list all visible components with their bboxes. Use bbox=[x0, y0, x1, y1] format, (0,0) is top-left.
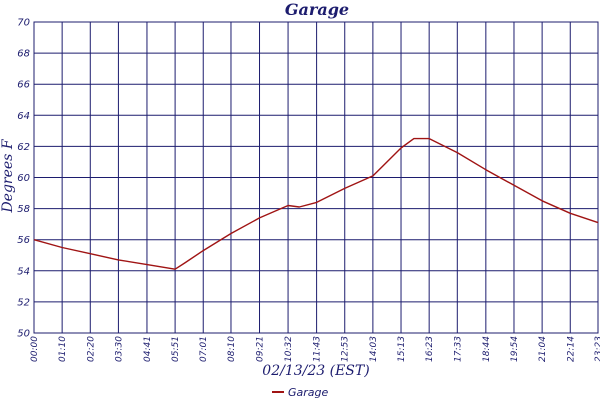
y-tick-labels: 50 52 54 56 58 60 62 64 66 68 70 bbox=[17, 18, 30, 340]
x-tick-label: 14:03 bbox=[369, 336, 379, 362]
y-axis-label: Degrees F bbox=[0, 138, 16, 213]
y-tick-label: 62 bbox=[17, 142, 30, 153]
x-tick-label: 05:51 bbox=[171, 336, 181, 362]
x-tick-label: 18:44 bbox=[482, 336, 492, 362]
x-tick-label: 10:32 bbox=[284, 336, 294, 362]
y-tick-label: 70 bbox=[17, 18, 30, 29]
x-tick-label: 07:01 bbox=[199, 336, 209, 362]
y-tick-label: 64 bbox=[17, 111, 30, 122]
x-tick-label: 08:10 bbox=[227, 336, 237, 362]
y-tick-label: 50 bbox=[17, 329, 30, 340]
x-tick-labels: 00:00 01:10 02:20 03:30 04:41 05:51 07:01 08:10… bbox=[30, 336, 600, 362]
grid bbox=[33, 21, 599, 334]
y-tick-label: 60 bbox=[17, 173, 30, 184]
legend: Garage bbox=[272, 386, 329, 399]
y-tick-label: 66 bbox=[17, 80, 30, 91]
y-tick-label: 56 bbox=[17, 235, 30, 246]
x-tick-label: 02:20 bbox=[86, 336, 96, 362]
x-tick-label: 23:23 bbox=[594, 336, 600, 362]
series-line-garage bbox=[33, 137, 599, 270]
x-tick-label: 15:13 bbox=[397, 336, 407, 362]
x-tick-label: 09:21 bbox=[256, 336, 266, 362]
x-tick-label: 00:00 bbox=[30, 336, 40, 362]
x-tick-label: 19:54 bbox=[510, 336, 520, 362]
x-tick-label: 01:10 bbox=[58, 336, 68, 362]
x-tick-label: 12:53 bbox=[341, 336, 351, 362]
x-axis-label: 02/13/23 (EST) bbox=[262, 363, 369, 379]
x-tick-label: 16:23 bbox=[425, 336, 435, 362]
series-layer bbox=[33, 137, 599, 270]
x-tick-label: 11:43 bbox=[313, 336, 323, 362]
y-tick-label: 52 bbox=[17, 297, 30, 308]
x-tick-label: 17:33 bbox=[453, 336, 463, 362]
y-tick-label: 68 bbox=[17, 49, 30, 60]
x-tick-label: 04:41 bbox=[143, 336, 153, 362]
legend-label-garage: Garage bbox=[288, 386, 329, 399]
y-tick-label: 58 bbox=[17, 204, 30, 215]
x-tick-label: 22:14 bbox=[566, 336, 576, 362]
x-tick-label: 21:04 bbox=[538, 336, 548, 362]
x-tick-label: 03:30 bbox=[114, 336, 124, 362]
chart-title: Garage bbox=[285, 0, 349, 19]
y-tick-label: 54 bbox=[17, 266, 30, 277]
